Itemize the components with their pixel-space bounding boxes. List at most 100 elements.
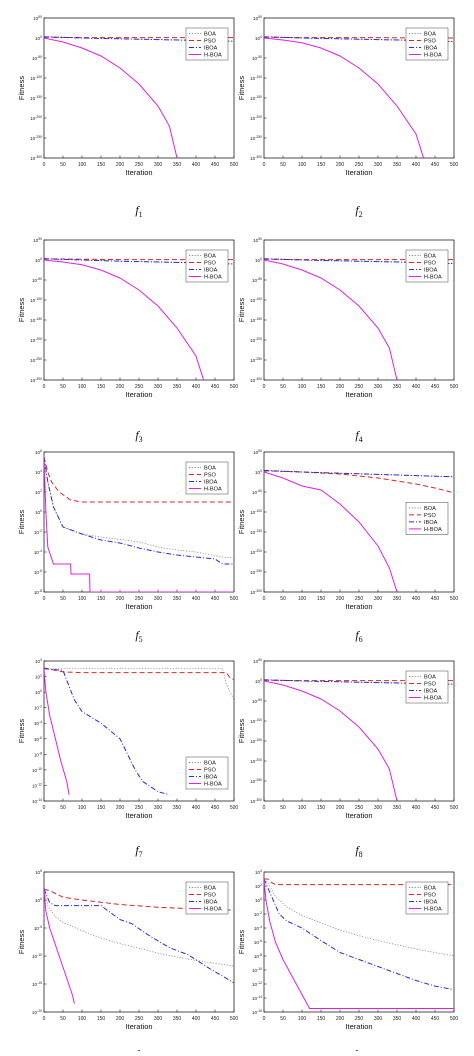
legend-label: BOA <box>424 254 436 260</box>
y-tick-label: 1050 <box>33 237 42 243</box>
x-tick-label: 50 <box>280 596 286 602</box>
x-tick-label: 200 <box>116 805 125 811</box>
x-tick-label: 0 <box>43 384 46 390</box>
x-tick-label: 500 <box>450 596 459 602</box>
y-tick-label: 10-2 <box>34 705 42 711</box>
y-tick-label: 1050 <box>33 15 42 21</box>
legend-label: PSO <box>424 513 436 519</box>
y-tick-label: 100 <box>255 469 262 475</box>
y-axis-label: Fitness <box>237 719 246 743</box>
x-tick-label: 450 <box>211 805 220 811</box>
y-tick-label: 102 <box>35 674 42 680</box>
y-tick-label: 10-10 <box>32 953 42 959</box>
x-tick-label: 150 <box>97 384 106 390</box>
y-axis-label: Fitness <box>17 719 26 743</box>
y-tick-label: 10-300 <box>250 589 262 595</box>
legend-label: BOA <box>204 32 216 38</box>
legend-label: IBOA <box>204 480 218 486</box>
y-tick-label: 100 <box>35 35 42 41</box>
x-tick-label: 350 <box>393 162 402 168</box>
x-tick-label: 400 <box>412 1016 421 1022</box>
x-tick-label: 100 <box>78 384 87 390</box>
x-tick-label: 100 <box>298 1016 307 1022</box>
y-tick-label: 10-4 <box>34 549 42 555</box>
y-tick-label: 100 <box>35 509 42 515</box>
x-tick-label: 200 <box>336 384 345 390</box>
x-tick-label: 450 <box>211 162 220 168</box>
y-tick-label: 10-150 <box>250 529 262 535</box>
y-tick-label: 10-100 <box>30 297 42 303</box>
y-tick-label: 102 <box>255 883 262 889</box>
y-tick-label: 10-20 <box>32 1009 42 1015</box>
x-axis-label: Iteration <box>125 811 152 820</box>
legend-label: BOA <box>424 32 436 38</box>
legend-label: PSO <box>424 682 436 688</box>
x-tick-label: 150 <box>317 384 326 390</box>
panel-caption: f4 <box>355 428 362 444</box>
x-tick-label: 450 <box>211 596 220 602</box>
y-tick-label: 106 <box>35 449 42 455</box>
y-axis-label: Fitness <box>17 298 26 322</box>
y-axis-label: Fitness <box>237 298 246 322</box>
x-tick-label: 200 <box>336 596 345 602</box>
y-tick-label: 10-100 <box>250 75 262 81</box>
x-tick-label: 0 <box>263 384 266 390</box>
x-tick-label: 450 <box>211 1016 220 1022</box>
panel-caption: f1 <box>135 203 142 219</box>
x-tick-label: 50 <box>280 805 286 811</box>
legend-label: PSO <box>204 893 216 899</box>
x-tick-label: 200 <box>116 384 125 390</box>
panel-caption: f8 <box>355 843 362 859</box>
x-tick-label: 400 <box>192 805 201 811</box>
y-tick-label: 10-200 <box>250 337 262 343</box>
y-tick-label: 10-5 <box>34 925 42 931</box>
legend-label: PSO <box>424 261 436 267</box>
y-tick-label: 100 <box>255 35 262 41</box>
x-tick-label: 350 <box>393 596 402 602</box>
y-tick-label: 10-50 <box>252 277 262 283</box>
y-tick-label: 10-100 <box>250 509 262 515</box>
x-tick-label: 0 <box>43 1016 46 1022</box>
y-axis-label: Fitness <box>237 510 246 534</box>
y-tick-label: 10-15 <box>32 981 42 987</box>
legend-label: PSO <box>424 893 436 899</box>
x-tick-label: 200 <box>336 1016 345 1022</box>
legend-label: IBOA <box>424 689 438 695</box>
x-tick-label: 350 <box>393 384 402 390</box>
legend-label: BOA <box>204 886 216 892</box>
y-axis-label: Fitness <box>237 76 246 100</box>
y-tick-label: 10-8 <box>34 589 42 595</box>
x-tick-label: 400 <box>192 1016 201 1022</box>
x-tick-label: 500 <box>230 162 239 168</box>
x-tick-label: 200 <box>116 1016 125 1022</box>
x-tick-label: 200 <box>336 162 345 168</box>
x-tick-label: 150 <box>97 596 106 602</box>
x-tick-label: 150 <box>317 596 326 602</box>
x-tick-label: 450 <box>431 1016 440 1022</box>
y-tick-label: 10-300 <box>250 798 262 804</box>
legend-label: IBOA <box>204 775 218 781</box>
x-tick-label: 100 <box>298 805 307 811</box>
x-tick-label: 350 <box>173 1016 182 1022</box>
panel-caption: f5 <box>135 628 142 644</box>
x-tick-label: 500 <box>450 1016 459 1022</box>
legend-label: IBOA <box>424 268 438 274</box>
panel-caption: f3 <box>135 428 142 444</box>
x-axis-label: Iteration <box>125 602 152 611</box>
legend-label: H-BOA <box>204 275 222 281</box>
y-tick-label: 10-6 <box>254 939 262 945</box>
legend-label: H-BOA <box>204 53 222 59</box>
x-tick-label: 50 <box>280 1016 286 1022</box>
x-tick-label: 100 <box>78 596 87 602</box>
